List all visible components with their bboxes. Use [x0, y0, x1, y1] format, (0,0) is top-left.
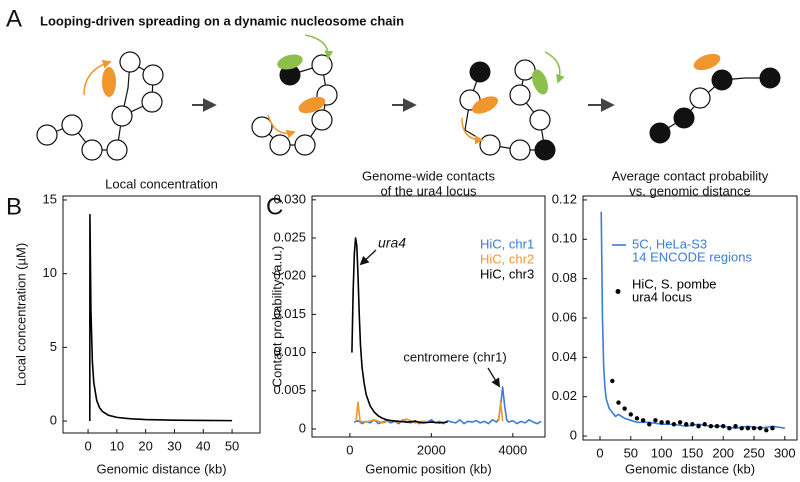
y-tick-label: 0.12 [552, 191, 577, 206]
y-tick-label: 0.06 [552, 309, 577, 324]
y-tick-label: 0.030 [273, 191, 306, 206]
x-tick-label: 100 [651, 445, 673, 460]
data-line [355, 401, 504, 424]
data-point [690, 422, 695, 427]
data-point [640, 418, 646, 423]
y-axis-label: Local concentration (µM) [13, 243, 28, 386]
data-point [696, 424, 701, 429]
plot-frame [582, 195, 798, 441]
data-point [610, 378, 615, 384]
y-axis-label: Contact probability (a.u.) [269, 246, 284, 388]
data-point [622, 406, 627, 411]
y-tick-label: 0.10 [552, 231, 577, 246]
chart-title: Local concentration [105, 176, 218, 191]
data-point [757, 425, 763, 431]
data-point [665, 420, 670, 425]
data-line [351, 237, 448, 424]
data-point [745, 425, 751, 431]
data-point [733, 424, 738, 429]
data-point [647, 422, 652, 427]
x-tick-label: 4000 [498, 442, 527, 457]
x-tick-label: 2000 [417, 442, 446, 457]
data-point [714, 424, 720, 429]
legend-label: HiC, chr2 [480, 251, 534, 266]
legend-label: 14 ENCODE regions [632, 249, 752, 264]
x-axis-label: Genomic distance (kb) [625, 461, 755, 476]
plot-frame [62, 195, 261, 434]
y-tick-label: 0.015 [273, 306, 306, 321]
y-tick-label: 0.010 [273, 344, 306, 359]
chart-title: Average contact probability [612, 168, 769, 183]
legend-label: HiC, S. pombe [632, 276, 717, 291]
x-tick-label: 0 [84, 438, 91, 453]
data-point [727, 425, 732, 431]
legend-label: ura4 locus [632, 289, 692, 304]
data-point [671, 422, 677, 427]
annotation-arrow [487, 367, 500, 388]
y-tick-label: 5 [50, 339, 57, 354]
data-point [677, 420, 683, 425]
x-tick-label: 10 [110, 438, 124, 453]
data-point [653, 418, 658, 423]
x-tick-label: 150 [682, 445, 704, 460]
x-tick-label: 300 [774, 445, 796, 460]
legend-label: HiC, chr3 [480, 266, 534, 281]
x-axis-label: Genomic distance (kb) [96, 461, 226, 476]
legend-swatch [615, 289, 621, 294]
data-point [634, 416, 640, 421]
x-axis-label: Genomic position (kb) [365, 461, 491, 476]
x-tick-label: 0 [596, 445, 603, 460]
y-tick-label: 0.08 [552, 270, 577, 285]
chart-title: of the ura4 locus [380, 183, 477, 198]
y-tick-label: 0.020 [273, 268, 306, 283]
data-line [88, 213, 233, 422]
legend-label: 5C, HeLa-S3 [632, 236, 707, 251]
annotation-arrow [359, 249, 377, 266]
panel-label: B [6, 193, 22, 220]
panel-label: C [266, 193, 283, 220]
x-tick-label: 50 [624, 445, 638, 460]
data-point [751, 425, 757, 431]
y-tick-label: 0 [570, 428, 577, 443]
data-point [764, 427, 769, 433]
y-tick-label: 0.04 [552, 349, 577, 364]
chart-title: Genome-wide contacts [362, 168, 495, 183]
panel-title: Looping-driven spreading on a dynamic nu… [40, 13, 404, 28]
data-point [684, 422, 689, 427]
chart-title: vs. genomic distance [629, 183, 750, 198]
y-tick-label: 0.005 [273, 382, 306, 397]
panel-label: A [6, 5, 22, 32]
x-tick-label: 30 [167, 438, 181, 453]
y-tick-label: 10 [43, 265, 57, 280]
x-tick-label: 200 [712, 445, 734, 460]
data-point [628, 412, 634, 417]
x-tick-label: 0 [346, 442, 353, 457]
x-tick-label: 20 [138, 438, 152, 453]
x-tick-label: 50 [225, 438, 239, 453]
y-tick-label: 15 [43, 191, 57, 206]
data-point [616, 400, 621, 405]
data-point [702, 422, 707, 427]
legend-label: HiC, chr1 [480, 236, 534, 251]
plot-frame [311, 195, 546, 438]
x-tick-label: 250 [743, 445, 765, 460]
y-tick-label: 0.02 [552, 388, 577, 403]
y-tick-label: 0 [50, 412, 57, 427]
data-point [708, 424, 714, 429]
data-point [770, 425, 775, 431]
y-tick-label: 0 [299, 420, 306, 435]
x-tick-label: 40 [196, 438, 210, 453]
annotation: ura4 [378, 235, 406, 251]
data-point [721, 424, 726, 429]
data-point [659, 420, 664, 425]
annotation: centromere (chr1) [403, 349, 506, 364]
chain-diagram [36, 34, 781, 161]
y-tick-label: 0.025 [273, 229, 306, 244]
data-point [739, 425, 744, 431]
